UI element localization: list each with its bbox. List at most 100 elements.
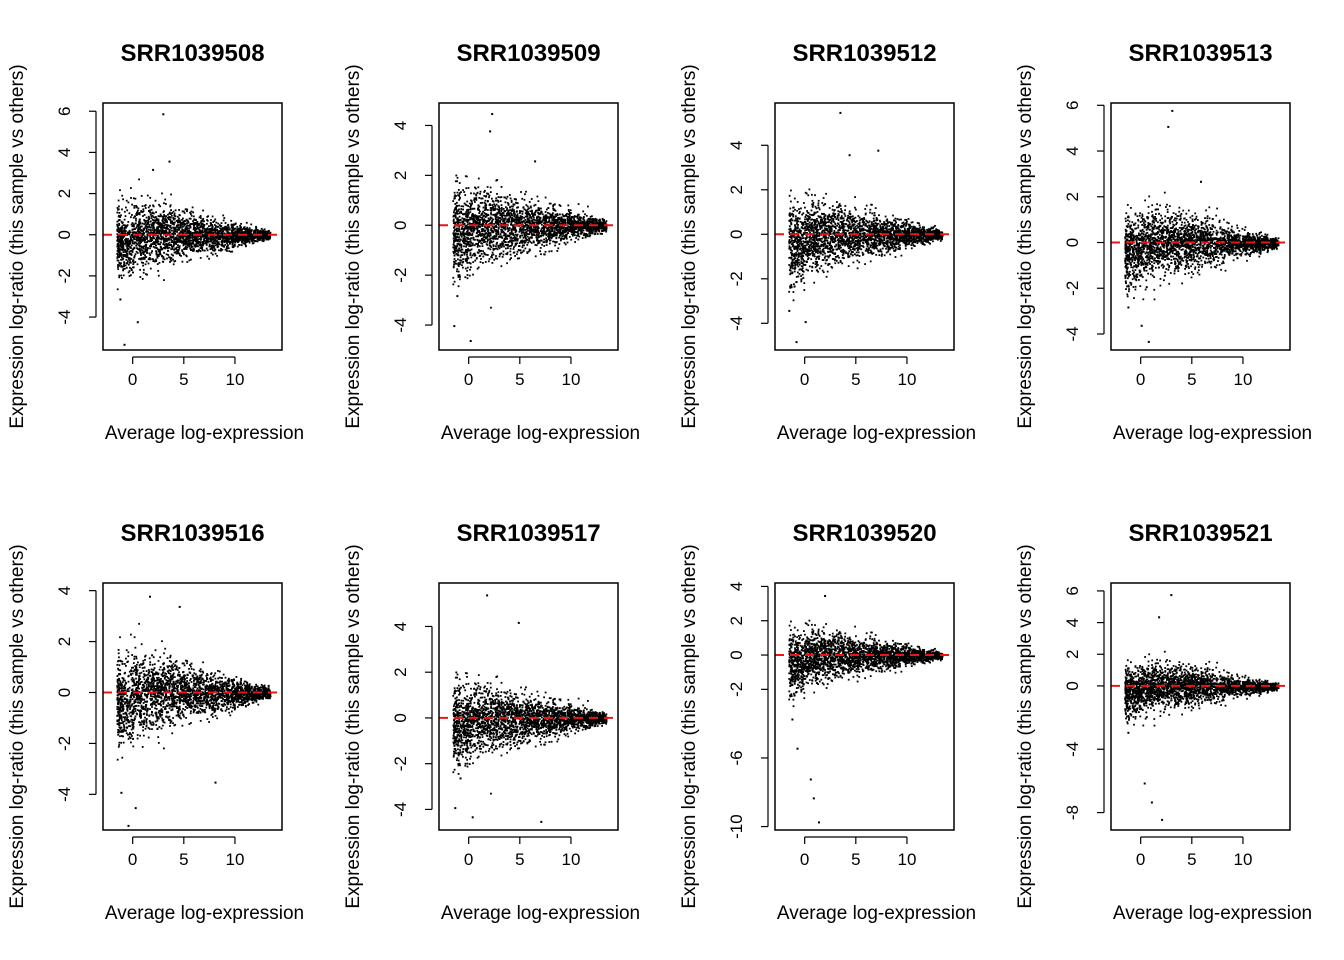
data-point [511,208,514,210]
data-point [460,248,463,251]
data-point [192,242,195,245]
data-point [126,209,129,212]
data-point [200,245,203,247]
data-point [533,222,536,224]
data-point [502,242,505,245]
data-point [168,216,171,218]
data-point [175,252,178,255]
data-point [544,211,547,213]
data-point [535,235,538,237]
data-point [121,194,124,197]
data-point [577,234,579,237]
data-point [125,239,128,242]
data-point [143,250,145,253]
data-point [532,240,535,243]
data-point [120,226,123,229]
data-point [541,243,543,246]
data-point [455,237,457,239]
data-point [454,197,456,200]
data-point [157,215,160,217]
data-point [118,230,121,233]
data-point [205,240,208,243]
data-point [484,230,486,232]
data-point [227,226,230,229]
data-point [529,222,531,225]
data-point [504,196,506,199]
data-point [504,232,507,235]
data-point [551,219,554,221]
data-point [191,206,194,209]
data-point [484,261,487,263]
data-point [120,239,123,242]
data-point [161,220,164,223]
data-point [518,230,521,233]
data-point [512,226,514,228]
data-point [547,212,549,214]
data-point [497,220,500,222]
data-point [150,226,152,229]
data-point [487,247,490,250]
data-point [191,249,194,252]
data-point [194,231,197,234]
y-tick-label: -2 [55,268,74,283]
data-point [135,219,137,222]
data-point [131,249,133,252]
data-point [491,207,494,209]
data-point [130,216,132,219]
data-point [516,250,519,253]
data-point [569,209,572,212]
data-point [123,229,125,232]
data-point [147,219,149,222]
data-point [497,233,500,236]
data-point [458,240,461,243]
data-point [157,218,160,221]
data-point [545,226,547,229]
data-point [256,229,259,231]
data-point [211,253,214,256]
data-point [249,232,251,234]
data-point [465,187,468,190]
data-point [576,234,578,237]
data-point [525,238,528,241]
data-point [545,237,547,240]
data-point [128,212,131,215]
data-point [170,193,172,196]
data-point [470,256,473,259]
data-point [500,204,503,206]
data-point [521,234,524,237]
data-point [468,245,471,247]
data-point [485,227,488,230]
data-point [190,239,192,242]
data-point [151,214,154,217]
data-point [453,191,456,194]
data-point [208,245,211,248]
data-point [219,227,221,230]
data-point [502,214,505,217]
data-point [206,222,208,225]
data-point [462,230,465,233]
data-point [506,220,509,222]
data-point [240,222,242,225]
data-point [166,220,168,222]
data-point [136,243,139,246]
data-point [478,205,481,208]
data-point [539,217,542,220]
data-point [454,228,456,231]
data-point [127,263,130,266]
data-point [183,235,186,238]
data-point [134,261,137,263]
data-point [521,231,524,234]
data-point [138,224,140,227]
data-point [570,223,572,226]
data-point [132,259,135,262]
data-point [165,244,168,247]
data-point [118,239,121,241]
data-point [169,256,171,259]
data-point [476,216,479,218]
data-point [190,244,192,247]
data-point [149,229,152,231]
data-point [228,235,231,238]
data-point [188,245,191,248]
data-point [555,241,558,243]
data-point [559,226,562,228]
